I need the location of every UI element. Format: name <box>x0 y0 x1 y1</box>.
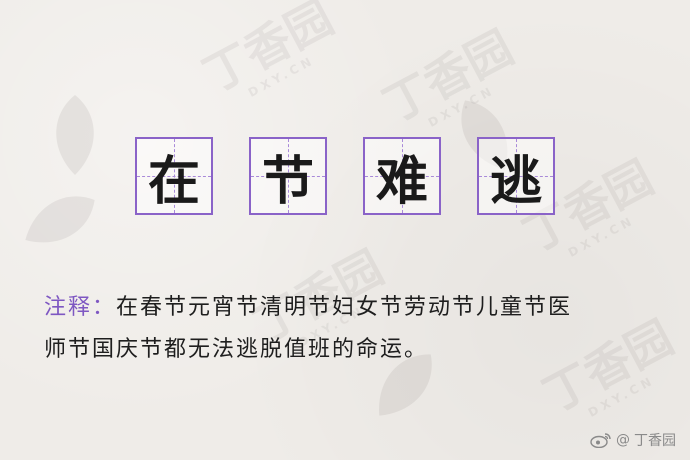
leaf-decoration-icon <box>56 95 94 175</box>
title-char: 节 <box>261 150 314 212</box>
footer-attribution: @ 丁香园 <box>590 430 676 450</box>
char-grid-box: 逃 <box>477 137 555 215</box>
footer-author: 丁香园 <box>634 433 676 449</box>
title-row: 在 节 难 逃 <box>0 137 690 215</box>
char-grid-box: 节 <box>249 137 327 215</box>
char-grid-box: 在 <box>135 137 213 215</box>
title-char: 在 <box>147 150 200 212</box>
leaf-decoration-icon <box>25 196 95 243</box>
annotation-line-2: 师节国庆节都无法逃脱值班的命运。 <box>44 337 429 362</box>
annotation-label: 注释： <box>44 295 117 320</box>
char-grid-box: 难 <box>363 137 441 215</box>
annotation-body-1: 在春节元宵节清明节妇女节劳动节儿童节医 <box>116 295 573 320</box>
weibo-icon <box>590 433 611 448</box>
title-char: 逃 <box>489 150 542 212</box>
annotation-text: 注释：在春节元宵节清明节妇女节劳动节儿童节医 师节国庆节都无法逃脱值班的命运。 <box>44 287 654 371</box>
title-char: 难 <box>375 150 428 212</box>
footer-prefix: @ <box>616 432 630 448</box>
annotation-line-1: 注释：在春节元宵节清明节妇女节劳动节儿童节医 <box>44 287 654 329</box>
leaf-decoration-icon <box>379 354 432 416</box>
